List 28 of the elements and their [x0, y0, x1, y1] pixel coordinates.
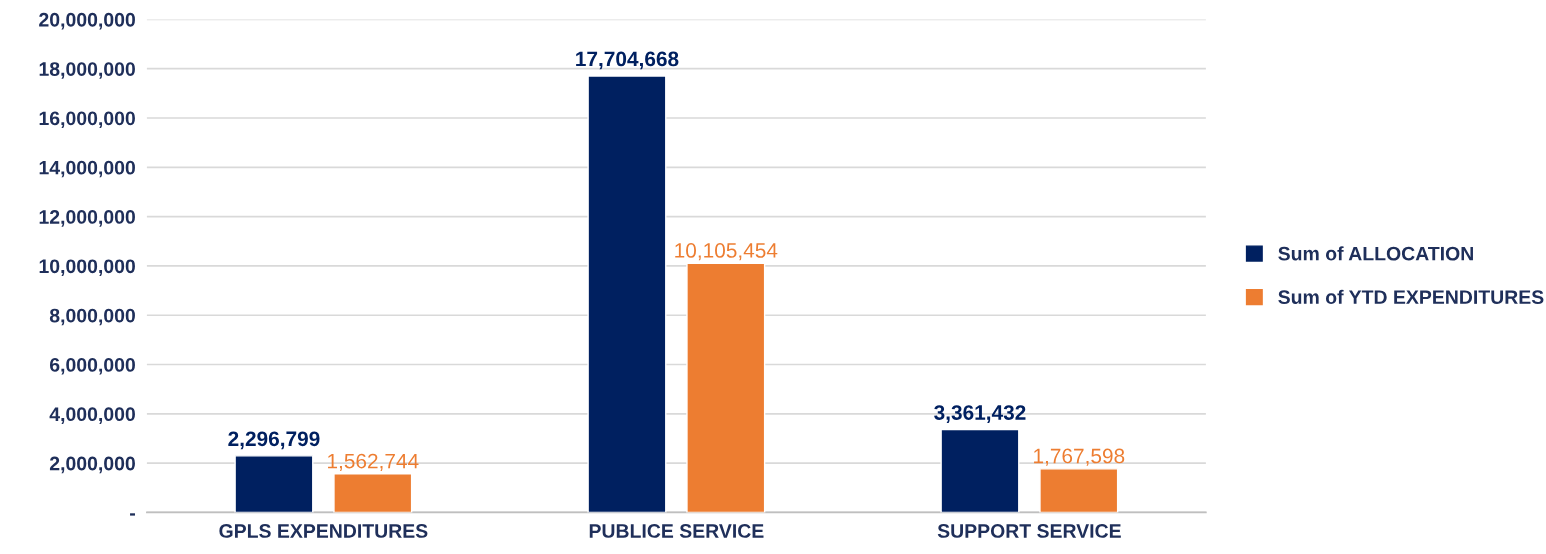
- y-tick-label: -: [130, 513, 135, 516]
- data-label: 10,105,454: [675, 243, 778, 261]
- bar: [940, 428, 1020, 513]
- bar: [234, 455, 314, 513]
- data-label: 1,562,744: [328, 453, 419, 471]
- x-tick-label: PUBLICE SERVICE: [589, 524, 764, 538]
- data-label: 2,296,799: [228, 431, 320, 450]
- y-tick-label: 12,000,000: [39, 210, 135, 227]
- y-tick-label: 10,000,000: [39, 259, 135, 276]
- legend-label: Sum of ALLOCATION: [1278, 246, 1473, 261]
- y-tick-label: 20,000,000: [39, 12, 135, 30]
- y-tick-label: 6,000,000: [49, 358, 135, 375]
- y-tick-label: 18,000,000: [39, 62, 135, 79]
- y-tick-label: 8,000,000: [49, 308, 135, 326]
- data-label: 3,361,432: [934, 405, 1026, 423]
- data-label: 1,767,598: [1034, 448, 1125, 466]
- legend-label: Sum of YTD EXPENDITURES: [1278, 289, 1544, 305]
- bar: [1039, 468, 1119, 513]
- bar: [333, 473, 413, 513]
- x-tick-label: SUPPORT SERVICE: [937, 524, 1121, 538]
- bar: [686, 262, 766, 513]
- y-tick-label: 16,000,000: [39, 111, 135, 129]
- bar: [587, 75, 667, 513]
- x-tick-label: GPLS EXPENDITURES: [219, 524, 428, 538]
- y-tick-label: 4,000,000: [49, 407, 135, 424]
- y-tick-label: 14,000,000: [39, 160, 135, 178]
- y-tick-label: 2,000,000: [49, 456, 135, 474]
- data-label: 17,704,668: [576, 51, 679, 70]
